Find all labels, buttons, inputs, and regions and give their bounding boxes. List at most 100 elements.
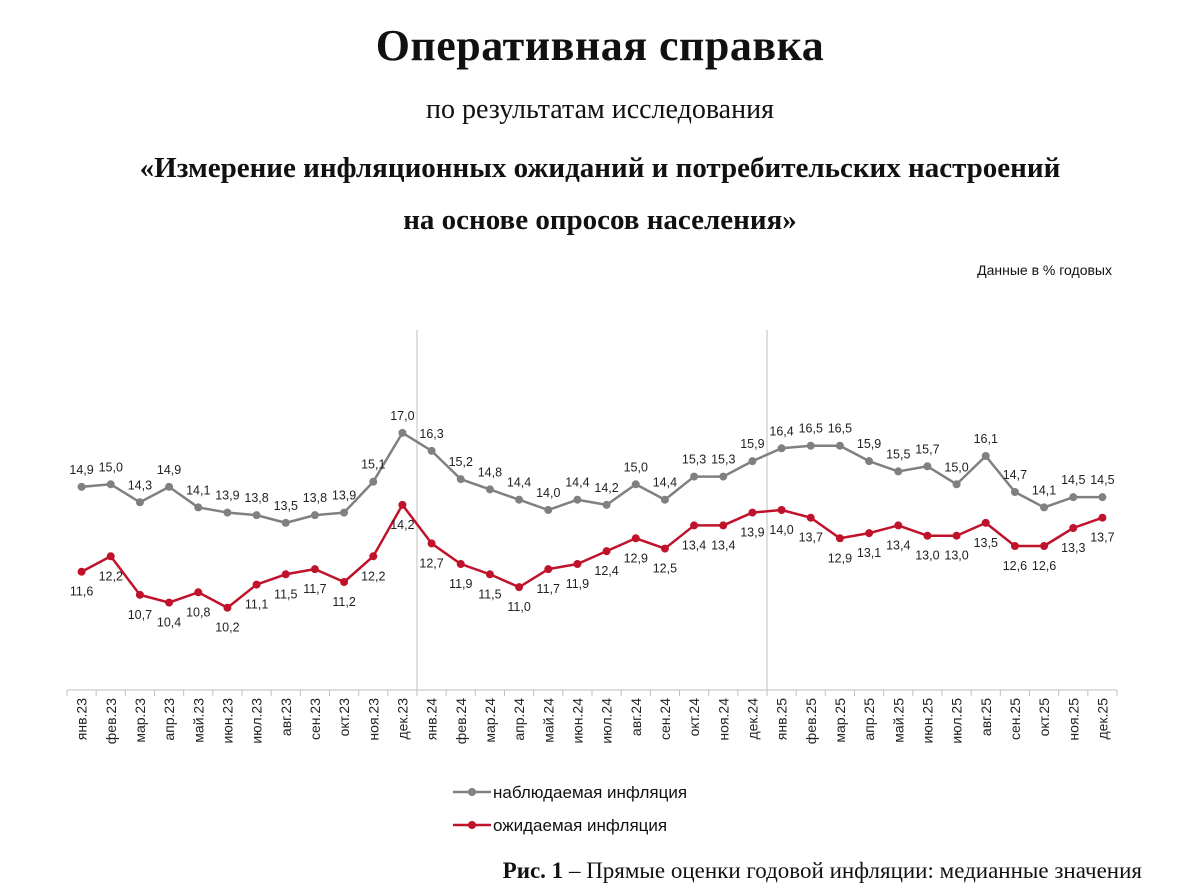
data-point (835, 534, 844, 543)
data-label: 14,7 (1003, 468, 1027, 482)
data-point (952, 480, 961, 489)
data-label: 11,7 (537, 582, 560, 596)
data-point (369, 552, 378, 561)
x-tick-label: окт.25 (1036, 698, 1052, 737)
x-tick-label: дек.24 (744, 698, 760, 740)
data-label: 15,0 (944, 460, 968, 474)
data-point (923, 462, 932, 471)
data-label: 13,7 (799, 531, 823, 545)
data-point (719, 521, 728, 530)
data-label: 11,5 (478, 587, 501, 601)
data-point (77, 567, 86, 576)
data-point (981, 518, 990, 527)
legend-entry-observed: наблюдаемая инфляция (453, 783, 687, 802)
units-note: Данные в % годовых (977, 262, 1112, 278)
x-tick-label: апр.24 (511, 698, 527, 741)
data-point (748, 508, 757, 517)
legend-label: ожидаемая инфляция (493, 816, 667, 835)
data-point (719, 472, 728, 481)
data-point (135, 590, 144, 599)
data-label: 14,0 (769, 523, 793, 537)
data-label: 13,0 (944, 549, 968, 563)
x-tick-label: июл.25 (949, 698, 965, 744)
data-point (398, 428, 407, 437)
series-line (81, 431, 1103, 525)
data-point (77, 482, 86, 491)
data-label: 12,2 (99, 569, 123, 583)
study-title: «Измерение инфляционных ожиданий и потре… (0, 142, 1200, 246)
data-label: 14,9 (157, 463, 181, 477)
data-label: 14,4 (565, 476, 589, 490)
data-label: 12,6 (1032, 559, 1056, 573)
data-label: 12,9 (828, 551, 852, 565)
data-point (544, 506, 553, 514)
data-point (1098, 493, 1107, 502)
data-point (310, 511, 319, 520)
x-tick-label: май.24 (540, 698, 556, 743)
data-point (310, 565, 319, 574)
data-point (806, 441, 815, 450)
data-label: 15,0 (99, 460, 123, 474)
x-tick-label: июн.25 (919, 698, 935, 744)
data-point (369, 477, 378, 486)
x-tick-label: сен.24 (657, 698, 673, 740)
data-label: 14,5 (1061, 473, 1085, 487)
data-point (544, 565, 553, 574)
data-point (573, 560, 582, 568)
data-label: 10,2 (215, 621, 239, 635)
x-tick-label: сен.25 (1007, 698, 1023, 740)
data-label: 11,9 (566, 577, 589, 591)
data-point (865, 529, 874, 538)
data-label: 15,9 (857, 437, 881, 451)
x-tick-label: авг.25 (978, 698, 994, 736)
data-point (690, 472, 699, 481)
data-point (1040, 503, 1049, 512)
data-point (660, 495, 669, 504)
x-tick-label: май.23 (190, 698, 206, 743)
data-label: 14,2 (390, 518, 414, 532)
x-tick-label: мар.24 (482, 698, 498, 743)
data-point (573, 495, 582, 504)
legend-entry-expected: ожидаемая инфляция (453, 816, 667, 835)
data-point (194, 588, 203, 597)
data-label: 11,2 (332, 595, 355, 609)
legend-swatch-marker (468, 821, 476, 829)
data-label: 11,5 (274, 587, 297, 601)
data-point (690, 521, 699, 530)
data-point (1098, 513, 1107, 522)
data-label: 13,4 (682, 538, 706, 552)
data-label: 11,6 (70, 585, 93, 599)
figure-label: Рис. 1 (502, 858, 564, 883)
data-label: 11,9 (449, 577, 472, 591)
data-label: 10,4 (157, 616, 181, 630)
x-tick-label: фев.23 (103, 698, 119, 744)
data-point (106, 552, 115, 561)
data-label: 10,8 (186, 605, 210, 619)
data-label: 14,1 (186, 483, 210, 497)
data-label: 15,3 (711, 453, 735, 467)
data-point (106, 480, 115, 489)
data-point (894, 521, 903, 530)
x-tick-label: авг.23 (278, 698, 294, 736)
x-tick-label: фев.25 (803, 698, 819, 744)
legend-label: наблюдаемая инфляция (493, 783, 687, 802)
x-tick-label: апр.23 (161, 698, 177, 741)
data-point (165, 598, 174, 607)
data-label: 13,5 (974, 536, 998, 550)
data-point (485, 570, 494, 579)
data-label: 14,4 (507, 476, 531, 490)
data-point (194, 503, 203, 512)
page-title: Оперативная справка (375, 21, 825, 70)
x-tick-label: мар.25 (832, 698, 848, 743)
data-label: 13,9 (740, 526, 764, 540)
data-label: 14,3 (128, 478, 152, 492)
data-label: 14,9 (69, 463, 93, 477)
data-point (1010, 488, 1019, 496)
x-tick-label: дек.23 (394, 698, 410, 740)
x-tick-label: ноя.23 (365, 698, 381, 741)
data-label: 12,2 (361, 569, 385, 583)
data-label: 14,4 (653, 476, 677, 490)
data-point (427, 539, 436, 548)
data-label: 11,7 (303, 582, 326, 596)
data-point (631, 480, 640, 489)
